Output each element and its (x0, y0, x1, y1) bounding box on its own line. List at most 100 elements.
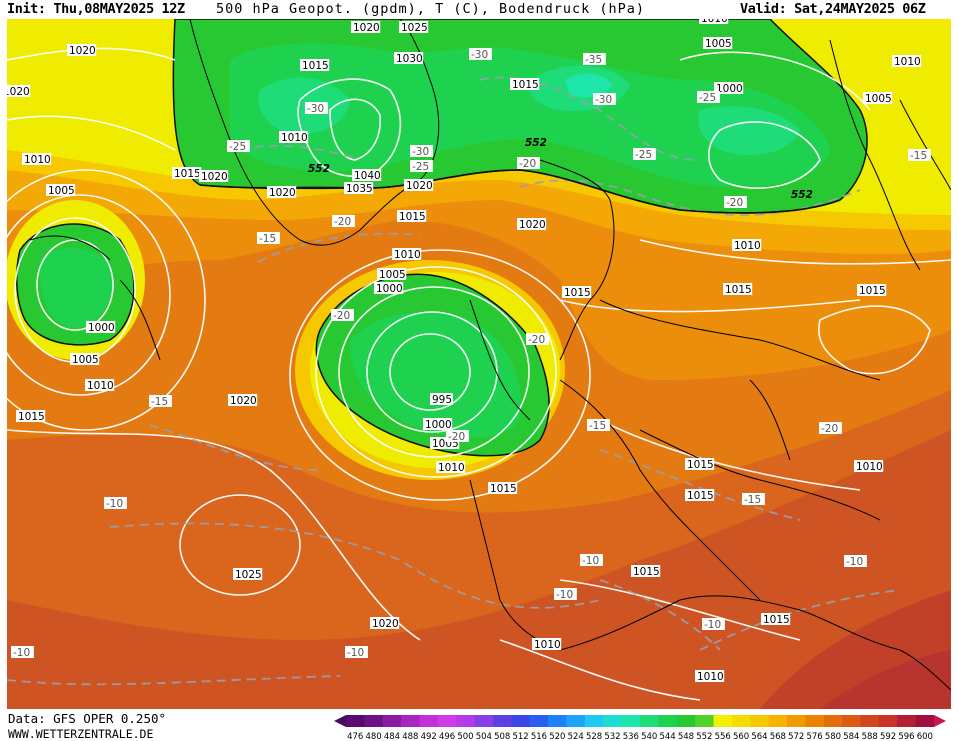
scale-tick-label: 548 (678, 732, 694, 741)
scale-cell (566, 715, 586, 727)
temperature-label: -15 (908, 149, 931, 162)
svg-text:-25: -25 (635, 149, 652, 161)
pressure-label: 1000 (86, 321, 116, 334)
scale-cell (548, 715, 567, 727)
svg-text:1010: 1010 (734, 240, 761, 252)
svg-text:1010: 1010 (281, 132, 308, 144)
svg-text:-20: -20 (519, 158, 536, 170)
pressure-label: 1010 (892, 55, 922, 68)
temperature-label: -20 (331, 309, 354, 322)
temperature-label: -15 (742, 493, 765, 506)
scale-tick-label: 600 (917, 732, 933, 741)
svg-text:1015: 1015 (633, 566, 660, 578)
svg-text:-20: -20 (821, 423, 838, 435)
scale-tick-label: 592 (880, 732, 896, 741)
scale-cell (401, 715, 420, 727)
pressure-label: 1020 (199, 170, 229, 183)
pressure-label: 1010 (392, 248, 422, 261)
svg-text:1005: 1005 (705, 38, 732, 50)
pressure-label: 1020 (7, 85, 31, 98)
pressure-label: 1015 (857, 284, 887, 297)
temperature-label: -15 (149, 395, 172, 408)
map-canvas: 1020102010101005101510201020101510101020… (7, 19, 951, 709)
svg-text:1020: 1020 (353, 22, 380, 34)
scale-cell (529, 715, 549, 727)
svg-text:-15: -15 (259, 233, 276, 245)
svg-text:1020: 1020 (7, 86, 30, 98)
pressure-label: 1015 (397, 210, 427, 223)
svg-text:1010: 1010 (856, 461, 883, 473)
temperature-label: -10 (844, 555, 867, 568)
temperature-label: -30 (305, 102, 328, 115)
map-title: 500 hPa Geopot. (gpdm), T (C), Bodendruc… (216, 1, 646, 17)
scale-cell (658, 715, 678, 727)
pressure-label: 1020 (370, 617, 400, 630)
scale-cell (493, 715, 512, 727)
scale-cell (860, 715, 880, 727)
svg-text:-20: -20 (726, 197, 743, 209)
temperature-label: -25 (633, 148, 656, 161)
pressure-label: 1015 (562, 286, 592, 299)
svg-text:1015: 1015 (564, 287, 591, 299)
pressure-label: 1000 (374, 282, 404, 295)
pressure-label: 1020 (267, 186, 297, 199)
pressure-label: 1010 (699, 19, 729, 25)
scale-cell (437, 715, 457, 727)
pressure-label: 1015 (631, 565, 661, 578)
svg-text:1020: 1020 (69, 45, 96, 57)
scale-tick-label: 596 (898, 732, 914, 741)
pressure-label: 1015 (172, 167, 202, 180)
svg-text:1020: 1020 (269, 187, 296, 199)
svg-text:-10: -10 (582, 555, 599, 567)
scale-tick-label: 560 (733, 732, 749, 741)
temperature-label: -10 (104, 497, 127, 510)
svg-text:-10: -10 (846, 556, 863, 568)
pressure-label: 1020 (228, 394, 258, 407)
scale-tick-label: 556 (715, 732, 731, 741)
pressure-label: 1035 (344, 182, 374, 195)
svg-text:552: 552 (525, 137, 547, 149)
pressure-label: 1000 (423, 418, 453, 431)
scale-tick-label: 576 (806, 732, 822, 741)
temperature-label: -15 (587, 419, 610, 432)
svg-text:-30: -30 (471, 49, 488, 61)
scale-tick-label: 588 (862, 732, 878, 741)
temperature-label: -20 (332, 215, 355, 228)
svg-text:-25: -25 (412, 161, 429, 173)
temperature-label: -25 (697, 91, 720, 104)
scale-cell (584, 715, 604, 727)
scale-cell (382, 715, 402, 727)
temperature-label: -20 (526, 333, 549, 346)
scale-tick-label: 536 (623, 732, 639, 741)
pressure-label: 1015 (16, 410, 46, 423)
pressure-label: 1015 (488, 482, 518, 495)
svg-text:-30: -30 (307, 103, 324, 115)
temperature-label: -30 (469, 48, 492, 61)
scale-cell (878, 715, 898, 727)
scale-tick-label: 488 (402, 732, 418, 741)
scale-tick-label: 476 (347, 732, 363, 741)
svg-text:1015: 1015 (490, 483, 517, 495)
scale-cell (603, 715, 623, 727)
svg-text:-20: -20 (528, 334, 545, 346)
svg-text:1015: 1015 (512, 79, 539, 91)
svg-text:552: 552 (308, 163, 330, 175)
scale-tick-label: 496 (439, 732, 455, 741)
pressure-label: 1005 (863, 92, 893, 105)
pressure-label: 1030 (394, 52, 424, 65)
svg-text:1015: 1015 (399, 211, 426, 223)
scale-tick-label: 512 (512, 732, 528, 741)
geopotential-label: 552 (791, 189, 813, 201)
scale-cell (621, 715, 641, 727)
pressure-label: 1015 (761, 613, 791, 626)
svg-text:-15: -15 (151, 396, 168, 408)
svg-text:-25: -25 (229, 141, 246, 153)
svg-text:1005: 1005 (72, 354, 99, 366)
scale-tick-label: 516 (531, 732, 547, 741)
svg-text:-15: -15 (744, 494, 761, 506)
temperature-label: -20 (517, 157, 540, 170)
scale-tick-label: 584 (843, 732, 859, 741)
svg-text:1020: 1020 (372, 618, 399, 630)
geopotential-labels: 552 552 552 (308, 137, 813, 201)
header-bar: Init: Thu,08MAY2025 12Z 500 hPa Geopot. … (0, 0, 959, 20)
